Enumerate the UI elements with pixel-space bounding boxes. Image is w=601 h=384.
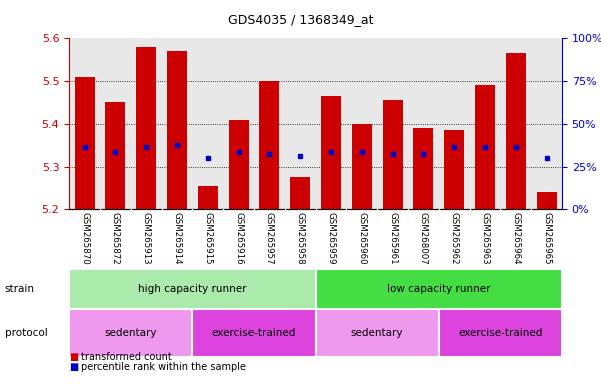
Bar <box>382 100 403 209</box>
Bar <box>475 85 495 209</box>
Text: sedentary: sedentary <box>351 328 403 338</box>
Text: ■: ■ <box>69 362 78 372</box>
Bar <box>321 96 341 209</box>
Text: percentile rank within the sample: percentile rank within the sample <box>81 362 246 372</box>
Text: GSM268007: GSM268007 <box>419 212 428 265</box>
Text: GSM265915: GSM265915 <box>203 212 212 265</box>
Bar <box>259 81 279 209</box>
Bar <box>136 47 156 209</box>
Text: exercise-trained: exercise-trained <box>458 328 543 338</box>
Text: GSM265965: GSM265965 <box>542 212 551 265</box>
Bar <box>537 192 557 209</box>
Bar <box>316 309 439 357</box>
Bar <box>439 309 562 357</box>
Text: GSM265961: GSM265961 <box>388 212 397 265</box>
Bar <box>413 128 433 209</box>
Text: ■: ■ <box>69 352 78 362</box>
Bar <box>316 269 562 309</box>
Bar <box>192 309 316 357</box>
Bar <box>167 51 187 209</box>
Text: GSM265964: GSM265964 <box>511 212 520 265</box>
Text: protocol: protocol <box>5 328 47 338</box>
Bar <box>228 119 249 209</box>
Text: GSM265962: GSM265962 <box>450 212 459 265</box>
Text: GSM265914: GSM265914 <box>172 212 182 265</box>
Bar <box>505 53 526 209</box>
Bar <box>290 177 310 209</box>
Text: GSM265870: GSM265870 <box>80 212 89 265</box>
Bar <box>75 77 94 209</box>
Bar <box>352 124 372 209</box>
Bar <box>69 269 316 309</box>
Bar <box>444 130 464 209</box>
Bar <box>198 186 218 209</box>
Text: transformed count: transformed count <box>81 352 172 362</box>
Text: GSM265960: GSM265960 <box>357 212 366 265</box>
Text: GSM265959: GSM265959 <box>326 212 335 265</box>
Text: GSM265916: GSM265916 <box>234 212 243 265</box>
Text: exercise-trained: exercise-trained <box>212 328 296 338</box>
Text: GSM265913: GSM265913 <box>142 212 151 265</box>
Text: high capacity runner: high capacity runner <box>138 284 246 294</box>
Text: GSM265957: GSM265957 <box>265 212 274 265</box>
Text: low capacity runner: low capacity runner <box>387 284 490 294</box>
Text: GSM265958: GSM265958 <box>296 212 305 265</box>
Text: GSM265872: GSM265872 <box>111 212 120 265</box>
Bar <box>69 309 192 357</box>
Text: strain: strain <box>5 284 35 294</box>
Bar <box>105 103 126 209</box>
Text: GDS4035 / 1368349_at: GDS4035 / 1368349_at <box>228 13 373 26</box>
Text: GSM265963: GSM265963 <box>480 212 489 265</box>
Text: sedentary: sedentary <box>105 328 157 338</box>
